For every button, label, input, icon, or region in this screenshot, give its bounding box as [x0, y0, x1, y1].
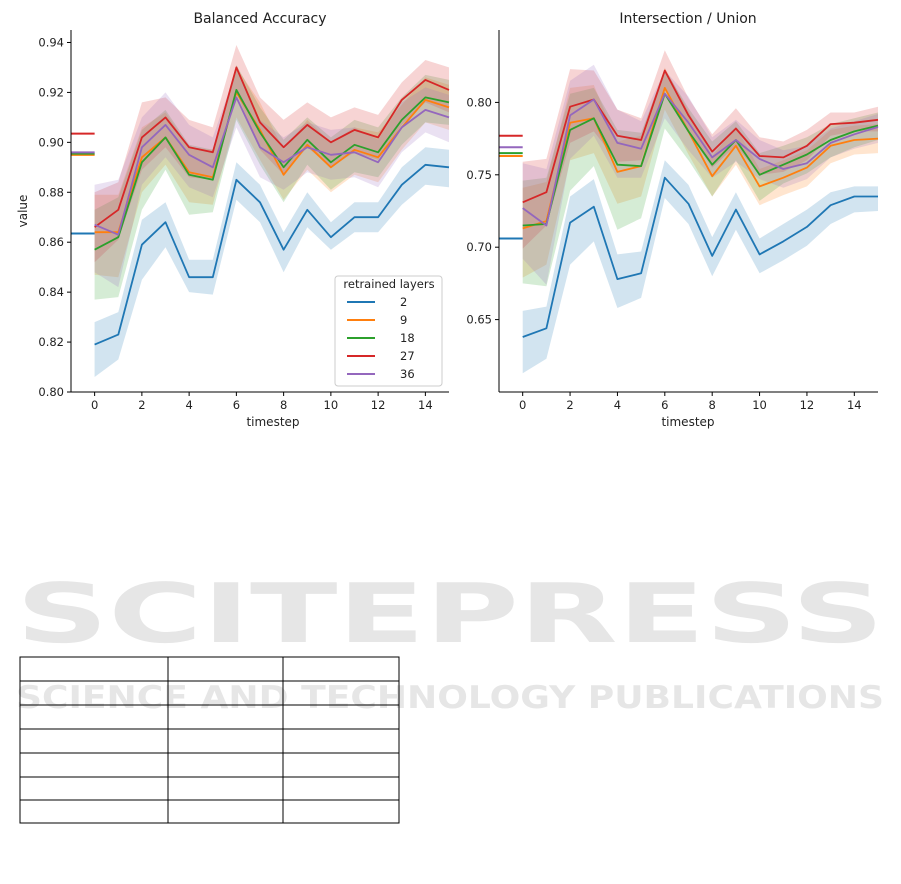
- confidence-band-18: [522, 69, 878, 287]
- legend-label-18: 18: [400, 331, 415, 345]
- x-tick-label: 8: [280, 398, 287, 412]
- y-tick-label: 0.75: [466, 168, 492, 182]
- intersection-union-chart: Intersection / Union timestep 0 2 4 6 8 10 12 1…: [466, 11, 879, 429]
- series-line-18: [94, 89, 450, 251]
- table-cell: [19, 728, 169, 754]
- y-tick-label: 0.92: [38, 85, 64, 99]
- legend-label-2: 2: [400, 295, 407, 309]
- watermark: SCITEPRESS SCIENCE AND TECHNOLOGY PUBLIC…: [16, 567, 884, 716]
- watermark-sub: SCIENCE AND TECHNOLOGY PUBLICATIONS: [16, 680, 884, 716]
- empty-table: [19, 656, 400, 824]
- x-axis-label: timestep: [661, 415, 714, 429]
- table-cell: [282, 728, 400, 754]
- y-tick-label: 0.80: [466, 95, 492, 109]
- x-tick-label: 4: [614, 398, 621, 412]
- x-tick-label: 14: [418, 398, 433, 412]
- table-cell: [19, 776, 169, 801]
- series-line-9: [522, 87, 879, 230]
- series-line-2: [522, 176, 878, 338]
- confidence-band-2: [94, 147, 449, 377]
- table-cell: [167, 728, 284, 754]
- y-tick-label: 0.65: [466, 313, 492, 327]
- y-tick-label: 0.88: [38, 185, 64, 199]
- confidence-band-9: [94, 67, 449, 278]
- x-tick-label: 2: [566, 398, 573, 412]
- series-line-36: [94, 96, 450, 236]
- x-tick-label: 6: [233, 398, 240, 412]
- y-tick-label: 0.70: [466, 240, 492, 254]
- table-cell: [167, 776, 284, 801]
- x-tick-label: 2: [138, 398, 145, 412]
- series-line-36: [522, 92, 879, 227]
- watermark-main: SCITEPRESS: [16, 567, 884, 662]
- table-cell: [282, 752, 400, 778]
- confidence-band-36: [94, 69, 449, 288]
- x-tick-label: 10: [752, 398, 767, 412]
- legend: retrained layers 2 9 18 27 36: [334, 275, 443, 387]
- x-tick-label: 0: [519, 398, 526, 412]
- x-axis-label: timestep: [246, 415, 299, 429]
- table-cell: [167, 799, 284, 824]
- legend-label-27: 27: [400, 349, 415, 363]
- table-cell: [19, 799, 169, 824]
- y-tick-label: 0.84: [38, 285, 64, 299]
- y-tick-label: 0.82: [38, 335, 64, 349]
- y-tick-label: 0.86: [38, 235, 64, 249]
- x-tick-label: 6: [661, 398, 668, 412]
- legend-label-9: 9: [400, 313, 407, 327]
- y-tick-label: 0.94: [38, 35, 64, 49]
- x-tick-label: 4: [185, 398, 192, 412]
- y-tick-label: 0.80: [38, 385, 64, 399]
- x-tick-label: 0: [91, 398, 98, 412]
- series-line-27: [94, 66, 450, 228]
- chart-title: Intersection / Union: [619, 11, 756, 27]
- x-tick-label: 12: [800, 398, 815, 412]
- series-line-18: [522, 92, 879, 227]
- table-cell: [167, 752, 284, 778]
- series-line-2: [94, 163, 450, 346]
- confidence-band-2: [522, 160, 878, 374]
- legend-title: retrained layers: [343, 277, 434, 291]
- chart-title: Balanced Accuracy: [193, 11, 326, 27]
- y-tick-label: 0.90: [38, 135, 64, 149]
- series-line-27: [522, 69, 879, 204]
- confidence-band-9: [522, 67, 878, 278]
- x-tick-label: 12: [371, 398, 386, 412]
- y-axis-label: value: [16, 195, 30, 228]
- table-cell: [282, 776, 400, 801]
- x-tick-label: 8: [709, 398, 716, 412]
- legend-label-36: 36: [400, 367, 415, 381]
- confidence-band-36: [522, 64, 878, 285]
- series-line-9: [94, 91, 450, 234]
- x-tick-label: 10: [324, 398, 339, 412]
- x-tick-label: 14: [847, 398, 862, 412]
- legend-frame: [334, 275, 443, 387]
- table-cell: [282, 799, 400, 824]
- table-cell: [19, 752, 169, 778]
- confidence-band-18: [94, 65, 449, 300]
- balanced-accuracy-chart: Balanced Accuracy timestep value 0 2 4 6 8 10…: [16, 11, 450, 429]
